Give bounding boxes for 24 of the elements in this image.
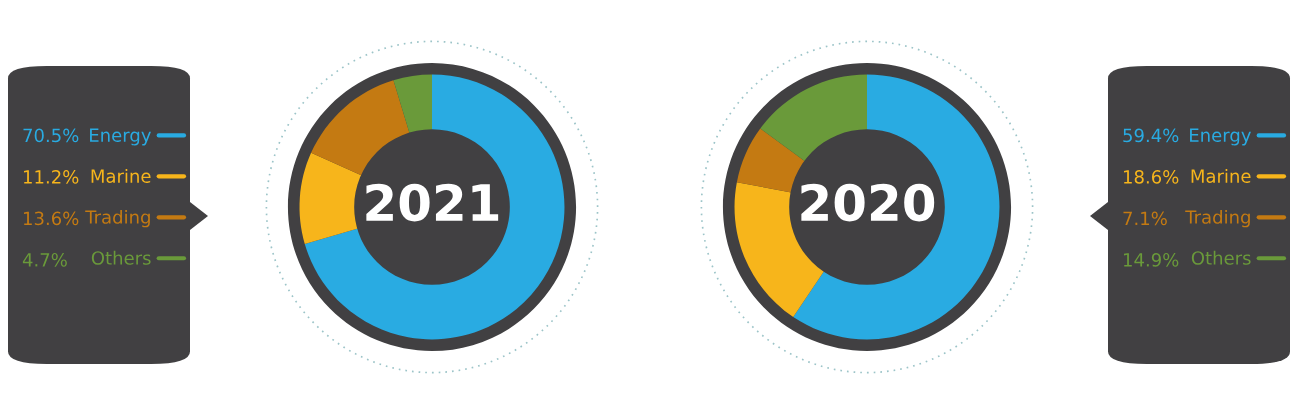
- legend-label: Energy: [90, 128, 151, 146]
- legend-label: Trading: [85, 209, 150, 228]
- data-label: 14.9%: [1123, 253, 1179, 267]
- data-label: 7.1%: [1123, 211, 1167, 226]
- legend-label: Marine: [1191, 168, 1251, 183]
- legend-label: Others: [1191, 250, 1251, 265]
- data-label: 70.5%: [23, 128, 79, 143]
- donut-slice: [304, 74, 565, 340]
- donut-slice: [760, 74, 867, 163]
- legend-label: Marine: [91, 168, 151, 183]
- data-label: 18.6%: [1123, 170, 1179, 184]
- donut-slice: [299, 152, 364, 244]
- donut-slice: [393, 74, 432, 136]
- data-label: 4.7%: [22, 253, 67, 267]
- legend-label: Energy: [1190, 128, 1251, 146]
- donut-slice: [311, 80, 411, 177]
- data-label: 11.2%: [23, 170, 79, 184]
- data-label: 59.4%: [1123, 128, 1179, 143]
- text: 2020: [801, 183, 935, 222]
- text: 2021: [366, 183, 499, 222]
- data-label: 13.6%: [23, 211, 79, 226]
- legend-label: Others: [91, 250, 151, 265]
- donut-slice: [793, 74, 1000, 340]
- legend-label: Trading: [1185, 209, 1250, 228]
